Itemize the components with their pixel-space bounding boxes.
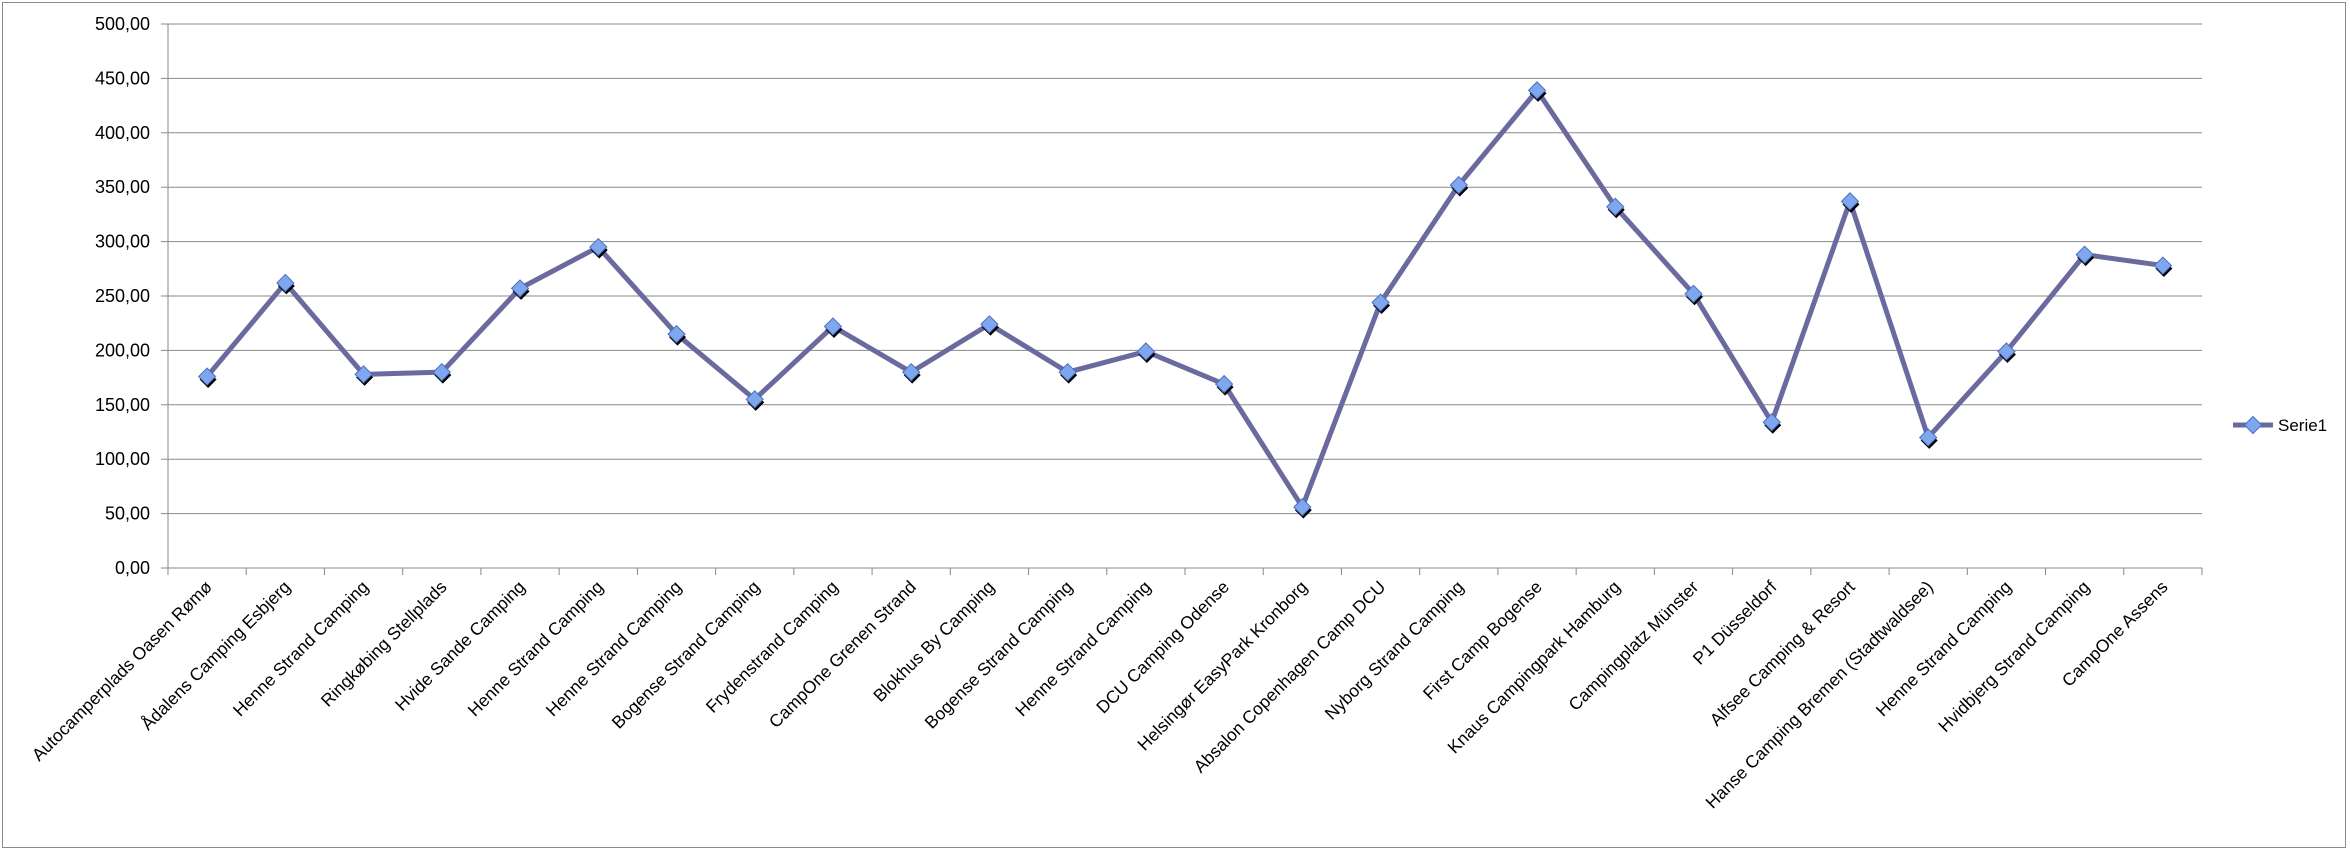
data-point: [354, 365, 374, 386]
series-line: [205, 87, 2164, 510]
x-tick-label: Henne Strand Camping: [464, 577, 607, 720]
data-point-marker: [745, 390, 764, 409]
data-point-marker: [1527, 81, 1547, 100]
legend-marker-swatch: [2243, 415, 2263, 435]
x-tick-label: Hvide Sande Camping: [391, 577, 529, 715]
legend: Serie1: [2233, 415, 2327, 435]
data-point: [980, 315, 999, 336]
data-point: [197, 367, 217, 388]
data-point-marker: [589, 237, 608, 257]
x-tick-label: Bogense Strand Camping: [608, 577, 764, 733]
x-tick-label: Nyborg Strand Camping: [1321, 577, 1468, 724]
data-point-marker: [1449, 175, 1469, 195]
data-point-marker: [1371, 293, 1390, 312]
x-tick-label: Hvidbjerg Strand Camping: [1934, 577, 2093, 736]
data-point-marker: [276, 273, 295, 293]
x-tick-label: Henne Strand Camping: [229, 577, 372, 720]
legend-label: Serie1: [2278, 416, 2327, 435]
data-point: [276, 273, 295, 295]
data-point: [510, 279, 530, 300]
data-point-marker: [1214, 374, 1234, 394]
y-tick-label: 300,00: [95, 232, 150, 252]
series-group: [197, 81, 2173, 519]
data-point-marker: [1997, 342, 2016, 361]
y-tick-label: 450,00: [95, 68, 150, 88]
y-tick-label: 400,00: [95, 123, 150, 143]
x-tick-label: Ringkøbing Stellplads: [317, 577, 451, 711]
data-point-marker: [667, 324, 686, 344]
gridlines: [168, 23, 2202, 515]
data-point: [1136, 342, 1156, 363]
x-tick-label: Henne Strand Camping: [1011, 577, 1154, 720]
y-axis-tick-labels: 0,00 50,00 100,00 150,00 200,00 250,00 300,00 3…: [95, 14, 150, 578]
data-point: [432, 362, 452, 384]
data-point-marker: [1684, 284, 1703, 304]
data-point: [745, 390, 765, 411]
x-tick-label: DCU Camping Odense: [1092, 577, 1233, 718]
data-point-marker: [510, 279, 530, 298]
y-tick-label: 0,00: [115, 558, 150, 578]
data-point: [823, 317, 843, 338]
x-tick-label: Ådalens Camping Esbjerg: [137, 577, 294, 734]
x-tick-label: Helsingør EasyPark Kronborg: [1133, 577, 1311, 755]
x-tick-label: Frydenstrand Camping: [702, 577, 842, 717]
x-tick-label: Henne Strand Camping: [1872, 577, 2015, 720]
data-point: [1606, 197, 1625, 219]
y-tick-label: 200,00: [95, 340, 150, 360]
data-point: [901, 362, 921, 384]
data-point: [2153, 256, 2173, 278]
x-tick-label: Campingplatz Münster: [1564, 577, 1702, 715]
data-point-marker: [354, 365, 373, 384]
data-point-marker: [2075, 245, 2094, 264]
data-point-marker: [1918, 428, 1938, 447]
data-point-marker: [432, 362, 452, 382]
data-point-marker: [2153, 256, 2173, 275]
y-tick-label: 100,00: [95, 449, 150, 469]
x-tick-label: Henne Strand Camping: [542, 577, 685, 720]
x-tick-label: Bogense Strand Camping: [921, 577, 1077, 733]
data-point-marker: [901, 362, 921, 382]
data-point-marker: [1058, 362, 1077, 382]
data-point-marker: [823, 317, 843, 336]
data-point: [1293, 497, 1312, 519]
data-point-marker: [980, 315, 999, 334]
y-tick-label: 250,00: [95, 286, 150, 306]
data-point-marker: [1293, 497, 1312, 517]
data-point-marker: [197, 367, 217, 386]
axes: [161, 23, 2203, 575]
data-point: [667, 324, 686, 346]
x-tick-label: CampOne Grenen Strand: [765, 577, 920, 732]
y-tick-label: 150,00: [95, 395, 150, 415]
y-tick-label: 500,00: [95, 14, 150, 34]
y-tick-label: 350,00: [95, 177, 150, 197]
data-point-marker: [1136, 342, 1156, 361]
data-point: [1840, 192, 1860, 213]
y-tick-label: 50,00: [105, 504, 150, 524]
data-point: [589, 237, 608, 259]
x-tick-label: Alfsee Camping & Resort: [1706, 577, 1859, 730]
data-point-marker: [1762, 413, 1781, 432]
data-point-marker: [1840, 192, 1860, 211]
data-point-marker: [1606, 197, 1625, 216]
